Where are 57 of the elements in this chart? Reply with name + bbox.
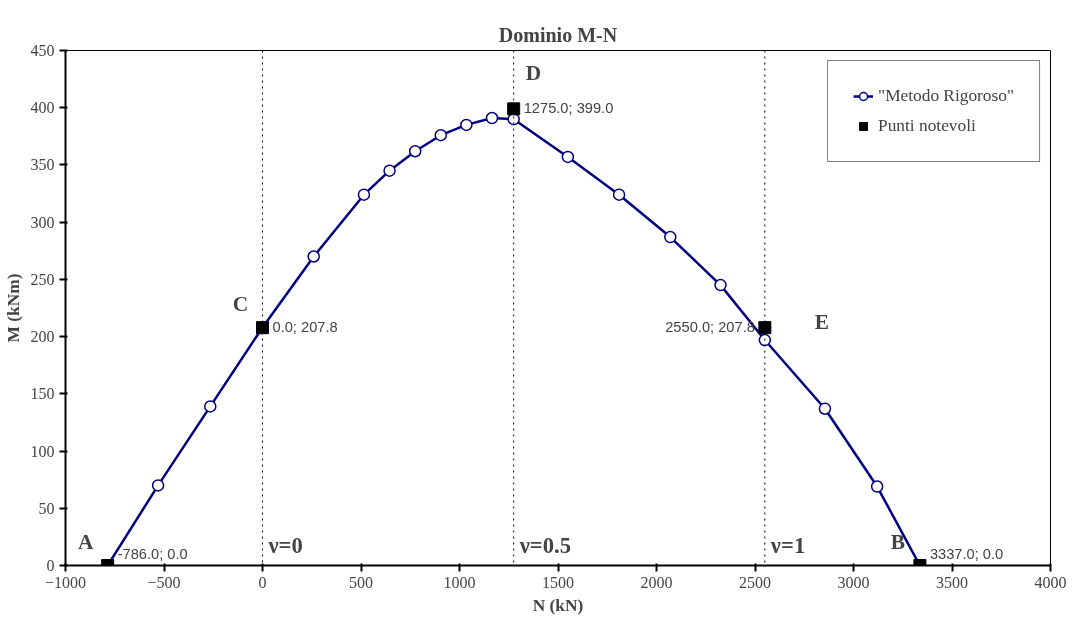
x-tick-label: 500 bbox=[349, 573, 373, 591]
annotation: D bbox=[525, 60, 542, 85]
x-tick-label: 4000 bbox=[1034, 573, 1067, 591]
x-tick-label: 2500 bbox=[739, 573, 771, 591]
point bbox=[758, 321, 772, 335]
x-tick-label: 1500 bbox=[542, 573, 574, 591]
annotation: ν=0.5 bbox=[518, 532, 572, 558]
point bbox=[204, 400, 217, 413]
x-tick-label: 3000 bbox=[837, 573, 870, 591]
y-tick-label: 0 bbox=[46, 557, 55, 574]
data-label: 1275.0; 399.0 bbox=[523, 99, 614, 116]
point bbox=[612, 188, 626, 201]
x-tick-label: 2000 bbox=[640, 573, 673, 591]
x-tick-label: 0 bbox=[258, 573, 267, 591]
point bbox=[307, 250, 320, 263]
annotation: ν=1 bbox=[769, 532, 806, 558]
point bbox=[561, 150, 575, 164]
annotation: ν=0 bbox=[267, 532, 303, 558]
annotation: A bbox=[77, 529, 94, 554]
x-tick-label: 1000 bbox=[443, 573, 476, 591]
point bbox=[383, 164, 396, 177]
point bbox=[485, 111, 499, 125]
x-tick-label: −500 bbox=[147, 573, 181, 591]
y-tick-label: 450 bbox=[30, 42, 55, 59]
data-label: 2550.0; 207.8 bbox=[665, 318, 755, 335]
y-tick-label: 400 bbox=[30, 99, 55, 117]
point bbox=[507, 102, 521, 116]
y-tick-label: 200 bbox=[30, 328, 55, 346]
data-label: 3337.0; 0.0 bbox=[929, 545, 1004, 562]
point bbox=[664, 230, 677, 244]
y-tick-label: 100 bbox=[30, 442, 55, 460]
point bbox=[818, 402, 832, 415]
legend-label: "Metodo Rigoroso" bbox=[878, 86, 1014, 106]
point bbox=[357, 188, 371, 201]
annotation: B bbox=[890, 529, 906, 554]
x-axis-title: N (kN) bbox=[532, 595, 584, 615]
y-tick-label: 250 bbox=[30, 270, 55, 288]
legend-label: Punti notevoli bbox=[878, 116, 976, 136]
point bbox=[870, 480, 884, 493]
point bbox=[151, 479, 165, 492]
annotation: E bbox=[814, 309, 830, 334]
point bbox=[714, 278, 727, 292]
y-tick-label: 50 bbox=[38, 499, 55, 517]
y-axis-title: M (kNm) bbox=[3, 273, 23, 343]
point bbox=[408, 144, 422, 158]
chart-title: Dominio M-N bbox=[498, 23, 618, 46]
y-tick-label: 350 bbox=[30, 156, 55, 174]
annotation: C bbox=[232, 291, 249, 316]
point bbox=[758, 333, 772, 347]
y-tick-label: 300 bbox=[30, 213, 55, 231]
y-tick-label: 150 bbox=[30, 385, 55, 403]
x-tick-label: −1000 bbox=[44, 573, 87, 591]
point bbox=[434, 128, 448, 142]
data-label: -786.0; 0.0 bbox=[117, 545, 188, 562]
point bbox=[460, 118, 473, 132]
data-label: 0.0; 207.8 bbox=[272, 318, 338, 335]
x-tick-label: 3500 bbox=[936, 573, 968, 591]
